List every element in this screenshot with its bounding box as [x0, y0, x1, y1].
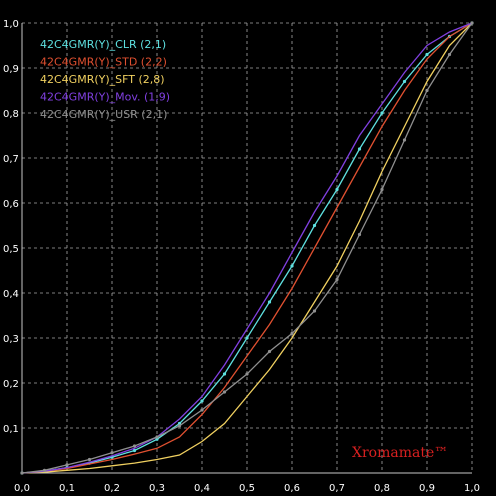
- x-tick-label: 1,0: [464, 483, 480, 494]
- x-tick-labels: 0,0 0,1 0,2 0,3 0,4 0,5 0,6 0,7 0,8 0,9 1,0: [14, 483, 480, 494]
- data-point: [222, 372, 227, 376]
- data-point: [402, 138, 407, 142]
- data-point: [42, 468, 47, 472]
- y-tick-label: 0,3: [3, 334, 19, 345]
- legend-entry-3: 42C4GMR(Y)_SFT (2,8): [40, 73, 165, 86]
- data-point: [312, 223, 317, 228]
- data-point: [380, 111, 384, 115]
- legend-entry-1: 42C4GMR(Y)_CLR (2,1): [40, 38, 166, 51]
- series-lines: [20, 21, 474, 475]
- y-tick-labels: 0,1 0,2 0,3 0,4 0,5 0,6 0,7 0,8 0,9 1,0: [3, 19, 19, 435]
- x-tick-label: 0,3: [149, 483, 165, 494]
- data-point: [312, 309, 317, 313]
- x-tick-label: 0,5: [239, 483, 255, 494]
- data-point: [200, 408, 204, 412]
- x-tick-label: 0,7: [329, 483, 345, 494]
- y-tick-label: 0,6: [3, 199, 19, 210]
- x-tick-label: 0,4: [194, 483, 210, 494]
- data-point: [335, 187, 339, 192]
- axes: [21, 23, 472, 474]
- data-point: [222, 390, 227, 394]
- data-point: [65, 463, 69, 467]
- data-point: [357, 147, 362, 151]
- data-point: [425, 52, 429, 57]
- series-line-3: [21, 22, 473, 474]
- data-point: [155, 437, 159, 441]
- y-tick-label: 0,2: [3, 379, 19, 390]
- y-tick-label: 0,9: [3, 64, 19, 75]
- legend-entry-2: 42C4GMR(Y)_STD (2,2): [40, 56, 167, 69]
- grid-lines: [22, 22, 473, 473]
- data-point: [290, 264, 294, 268]
- y-tick-label: 0,7: [3, 154, 19, 165]
- data-point: [132, 444, 137, 448]
- data-point: [357, 232, 362, 237]
- series-line-2: [21, 22, 473, 474]
- x-tick-label: 0,0: [14, 483, 30, 494]
- watermark-brand: Xromamate™: [352, 445, 448, 461]
- y-tick-label: 1,0: [3, 19, 19, 30]
- y-tick-label: 0,8: [3, 109, 19, 120]
- x-tick-label: 0,1: [59, 483, 75, 494]
- data-point: [132, 448, 137, 453]
- legend: 42C4GMR(Y)_CLR (2,1) 42C4GMR(Y)_STD (2,2)…: [40, 38, 170, 121]
- data-point: [267, 349, 272, 354]
- data-point: [155, 435, 159, 439]
- data-point: [200, 399, 204, 403]
- data-point: [402, 79, 407, 84]
- data-point: [335, 277, 339, 282]
- data-point: [110, 451, 114, 455]
- y-tick-label: 0,1: [3, 424, 19, 435]
- legend-entry-4: 42C4GMR(Y)_Mov. (1,9): [40, 91, 170, 104]
- x-tick-label: 0,8: [374, 483, 390, 494]
- data-point: [177, 424, 182, 428]
- data-point: [267, 300, 272, 304]
- data-point: [380, 187, 384, 192]
- data-point: [245, 372, 249, 376]
- data-point: [447, 52, 452, 57]
- x-tick-label: 0,2: [104, 483, 120, 494]
- x-tick-label: 0,6: [284, 483, 300, 494]
- data-point: [425, 88, 429, 93]
- data-point: [470, 21, 474, 25]
- x-tick-label: 0,9: [419, 483, 435, 494]
- series-line-4: [21, 22, 473, 474]
- data-point: [245, 336, 249, 340]
- data-point: [177, 421, 182, 426]
- data-point: [20, 471, 24, 475]
- data-point: [87, 457, 92, 462]
- y-tick-label: 0,5: [3, 244, 19, 255]
- y-tick-label: 0,4: [3, 289, 19, 300]
- legend-entry-5: 42C4GMR(Y)_USR (2,1): [40, 108, 167, 121]
- data-point: [290, 331, 294, 336]
